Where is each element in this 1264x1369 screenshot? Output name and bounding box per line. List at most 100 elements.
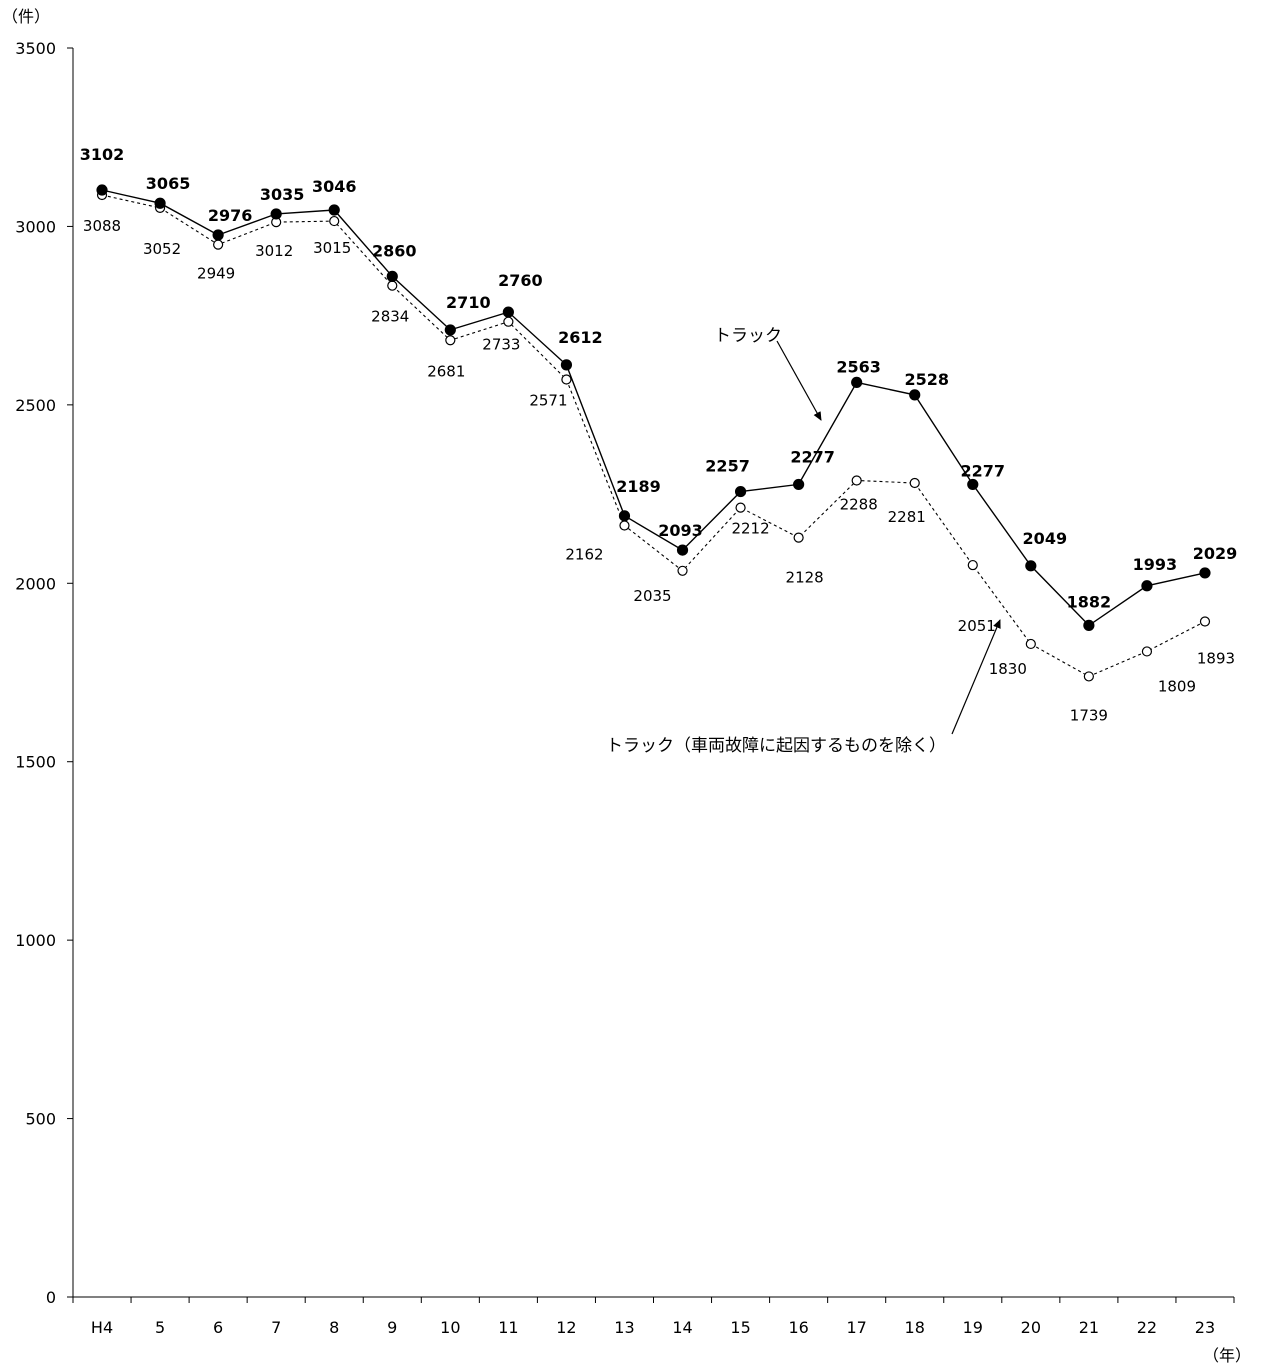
data-point-truck-excluding <box>967 559 978 571</box>
data-label-truck-excluding: 2571 <box>529 392 567 410</box>
x-tick-label: 13 <box>614 1318 634 1337</box>
x-tick-label: 11 <box>498 1318 518 1337</box>
x-tick-label: 9 <box>387 1318 397 1337</box>
data-point-truck-excluding <box>213 239 224 250</box>
chart-axes <box>72 48 1234 1298</box>
data-label-truck: 1882 <box>1067 592 1112 611</box>
x-tick-label: 19 <box>963 1318 983 1337</box>
data-point-truck-excluding <box>445 335 456 346</box>
data-point-truck-excluding <box>735 502 746 513</box>
data-point-truck <box>1199 567 1211 579</box>
data-label-truck: 2277 <box>790 447 835 466</box>
x-tick-label: 23 <box>1195 1318 1215 1337</box>
data-point-truck-excluding <box>1025 638 1036 650</box>
data-point-truck <box>851 376 863 388</box>
data-label-truck: 2093 <box>658 521 703 540</box>
x-tick-label: 17 <box>846 1318 866 1337</box>
data-label-truck: 2049 <box>1023 529 1068 548</box>
data-point-truck-excluding <box>503 316 514 327</box>
data-point-truck-excluding <box>561 374 572 385</box>
data-label-truck: 3046 <box>312 177 357 196</box>
annotation-truck: トラック <box>714 326 822 421</box>
data-label-truck: 2760 <box>498 271 543 290</box>
data-point-truck-excluding <box>909 477 920 489</box>
data-point-truck <box>676 544 689 556</box>
x-tick-label: 20 <box>1021 1318 1041 1337</box>
y-axis-ticks: 0 500 1000 1500 2000 2500 3000 3500 <box>15 39 73 1307</box>
x-tick-label: 16 <box>788 1318 808 1337</box>
data-point-truck <box>386 270 398 282</box>
x-tick-label: 10 <box>440 1318 460 1337</box>
data-label-truck: 2612 <box>558 328 603 347</box>
data-point-truck <box>734 485 747 498</box>
data-point-truck <box>502 306 514 318</box>
data-point-truck-excluding <box>329 215 340 227</box>
series-lines <box>101 189 1206 678</box>
data-label-truck-excluding: 2681 <box>427 362 465 380</box>
data-label-truck-excluding: 3052 <box>143 240 181 258</box>
y-tick-label: 2000 <box>15 574 56 593</box>
series-name-truck-excluding: トラック（車両故障に起因するものを除く） <box>606 736 946 756</box>
data-label-truck-excluding: 2834 <box>371 308 409 326</box>
data-point-truck-excluding <box>793 532 804 543</box>
data-label-truck: 2189 <box>616 477 661 496</box>
data-label-truck-excluding: 2288 <box>840 496 878 514</box>
series-line-truck <box>101 189 1206 627</box>
x-tick-label: 8 <box>329 1318 339 1337</box>
x-axis-unit-label: （年） <box>1203 1346 1251 1365</box>
x-axis-ticks: H4 5 6 7 8 9 10 11 12 13 14 15 16 17 18 19 20 21 22 23 <box>72 1297 1235 1337</box>
data-label-truck-excluding: 2035 <box>633 587 671 605</box>
x-tick-label: 12 <box>556 1318 576 1337</box>
data-point-truck <box>909 389 921 401</box>
data-point-truck-excluding <box>619 520 630 531</box>
data-label-truck-excluding: 3088 <box>83 217 121 235</box>
data-point-truck <box>1083 619 1095 631</box>
data-point-truck <box>444 324 456 336</box>
series-name-truck: トラック <box>714 326 782 346</box>
data-label-truck-excluding: 2733 <box>482 336 520 354</box>
x-tick-label: 7 <box>271 1318 281 1337</box>
x-tick-label: 5 <box>155 1318 165 1337</box>
data-label-truck: 2563 <box>836 357 881 376</box>
data-label-truck-excluding: 1739 <box>1070 706 1108 724</box>
series-points <box>96 184 1211 682</box>
data-point-truck-excluding <box>1199 616 1211 627</box>
data-label-truck-excluding: 2051 <box>958 617 996 635</box>
data-point-truck-excluding <box>1141 646 1153 657</box>
y-tick-label: 0 <box>46 1288 56 1307</box>
data-point-truck <box>618 510 631 522</box>
data-point-truck <box>1141 580 1153 592</box>
x-tick-label: 18 <box>905 1318 925 1337</box>
data-label-truck-excluding: 3012 <box>255 242 293 260</box>
data-label-truck-excluding: 1830 <box>989 660 1027 678</box>
x-tick-label: 14 <box>672 1318 692 1337</box>
data-point-truck <box>793 478 805 491</box>
data-point-truck <box>560 359 573 371</box>
data-label-truck: 2029 <box>1193 544 1238 563</box>
data-label-truck: 3065 <box>146 174 191 193</box>
data-label-truck: 3035 <box>260 185 305 204</box>
data-point-truck-excluding <box>851 475 862 486</box>
data-label-truck: 2257 <box>705 457 750 476</box>
data-label-truck: 2976 <box>208 206 253 225</box>
data-label-truck-excluding: 2128 <box>786 569 824 587</box>
data-label-truck: 1993 <box>1133 555 1178 574</box>
data-label-truck-excluding: 3015 <box>313 239 351 257</box>
data-label-truck: 3102 <box>80 145 125 164</box>
data-label-truck-excluding: 2949 <box>197 265 235 283</box>
y-tick-label: 2500 <box>15 396 56 415</box>
data-point-truck <box>212 229 224 241</box>
y-tick-label: 1000 <box>15 931 56 950</box>
data-point-truck <box>96 184 108 196</box>
y-axis-unit-label: （件） <box>2 7 50 26</box>
data-point-truck <box>1025 560 1037 572</box>
x-tick-label: 15 <box>730 1318 750 1337</box>
data-label-truck: 2710 <box>446 293 491 312</box>
data-label-truck: 2277 <box>961 461 1006 480</box>
y-tick-label: 3000 <box>15 217 56 236</box>
series-line-truck-excluding <box>101 194 1206 678</box>
x-tick-label: 22 <box>1137 1318 1157 1337</box>
data-point-truck <box>270 208 282 220</box>
annotation-truck-excluding: トラック（車両故障に起因するものを除く） <box>606 619 1001 756</box>
